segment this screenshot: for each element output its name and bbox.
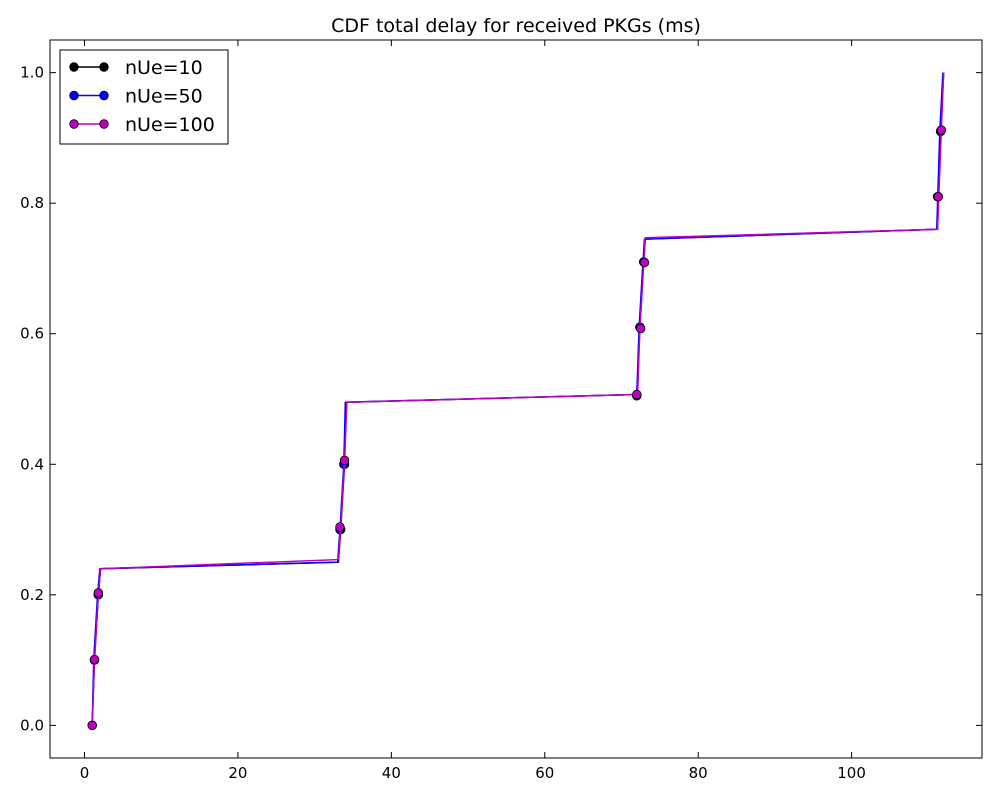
legend-label-2: nUe=100 xyxy=(125,114,215,136)
legend-marker-0 xyxy=(69,62,79,72)
legend-marker-1 xyxy=(69,90,79,101)
y-tick-label: 0.8 xyxy=(20,194,44,212)
legend-marker-2 xyxy=(69,119,79,129)
legend-label-0: nUe=10 xyxy=(125,57,203,79)
series-2-marker xyxy=(89,654,100,665)
series-line-1 xyxy=(91,72,944,726)
plot-border xyxy=(49,39,983,759)
y-axis: 0.0 0.2 0.4 0.6 0.8 1.0 xyxy=(20,64,982,734)
x-tick-label: 80 xyxy=(689,764,708,782)
x-tick-label: 0 xyxy=(80,764,90,782)
legend-box xyxy=(59,49,229,145)
series-2-marker xyxy=(632,389,642,400)
series-line-2 xyxy=(91,72,945,726)
y-tick-label: 0.2 xyxy=(20,586,44,604)
legend-marker-0 xyxy=(99,62,109,72)
axes-frame xyxy=(49,39,983,759)
series-line-0 xyxy=(91,72,945,726)
legend-label-1: nUe=50 xyxy=(125,86,203,108)
x-tick-label: 40 xyxy=(382,764,401,782)
y-tick-label: 0.0 xyxy=(20,716,44,734)
plot-area xyxy=(87,72,947,731)
series-2-marker xyxy=(335,522,345,532)
legend-marker-2 xyxy=(99,119,109,129)
x-tick-label: 20 xyxy=(228,764,247,782)
legend: nUe=10 nUe=50 nUe=100 xyxy=(59,49,229,145)
series-2-marker xyxy=(936,125,947,135)
chart-title: CDF total delay for received PKGs (ms) xyxy=(331,15,701,37)
series-2-marker xyxy=(87,720,97,731)
x-tick-label: 60 xyxy=(535,764,554,782)
x-axis: 0 20 40 60 80 100 xyxy=(80,40,866,782)
series-2-marker xyxy=(635,323,646,334)
y-tick-label: 1.0 xyxy=(20,64,44,82)
y-tick-label: 0.4 xyxy=(20,455,44,473)
series-2-marker xyxy=(93,588,104,598)
series-2-marker xyxy=(933,191,943,202)
x-tick-label: 100 xyxy=(837,764,866,782)
series-2-marker xyxy=(339,455,350,466)
legend-marker-1 xyxy=(99,90,109,101)
series-2-marker xyxy=(639,257,650,268)
y-tick-label: 0.6 xyxy=(20,325,44,343)
